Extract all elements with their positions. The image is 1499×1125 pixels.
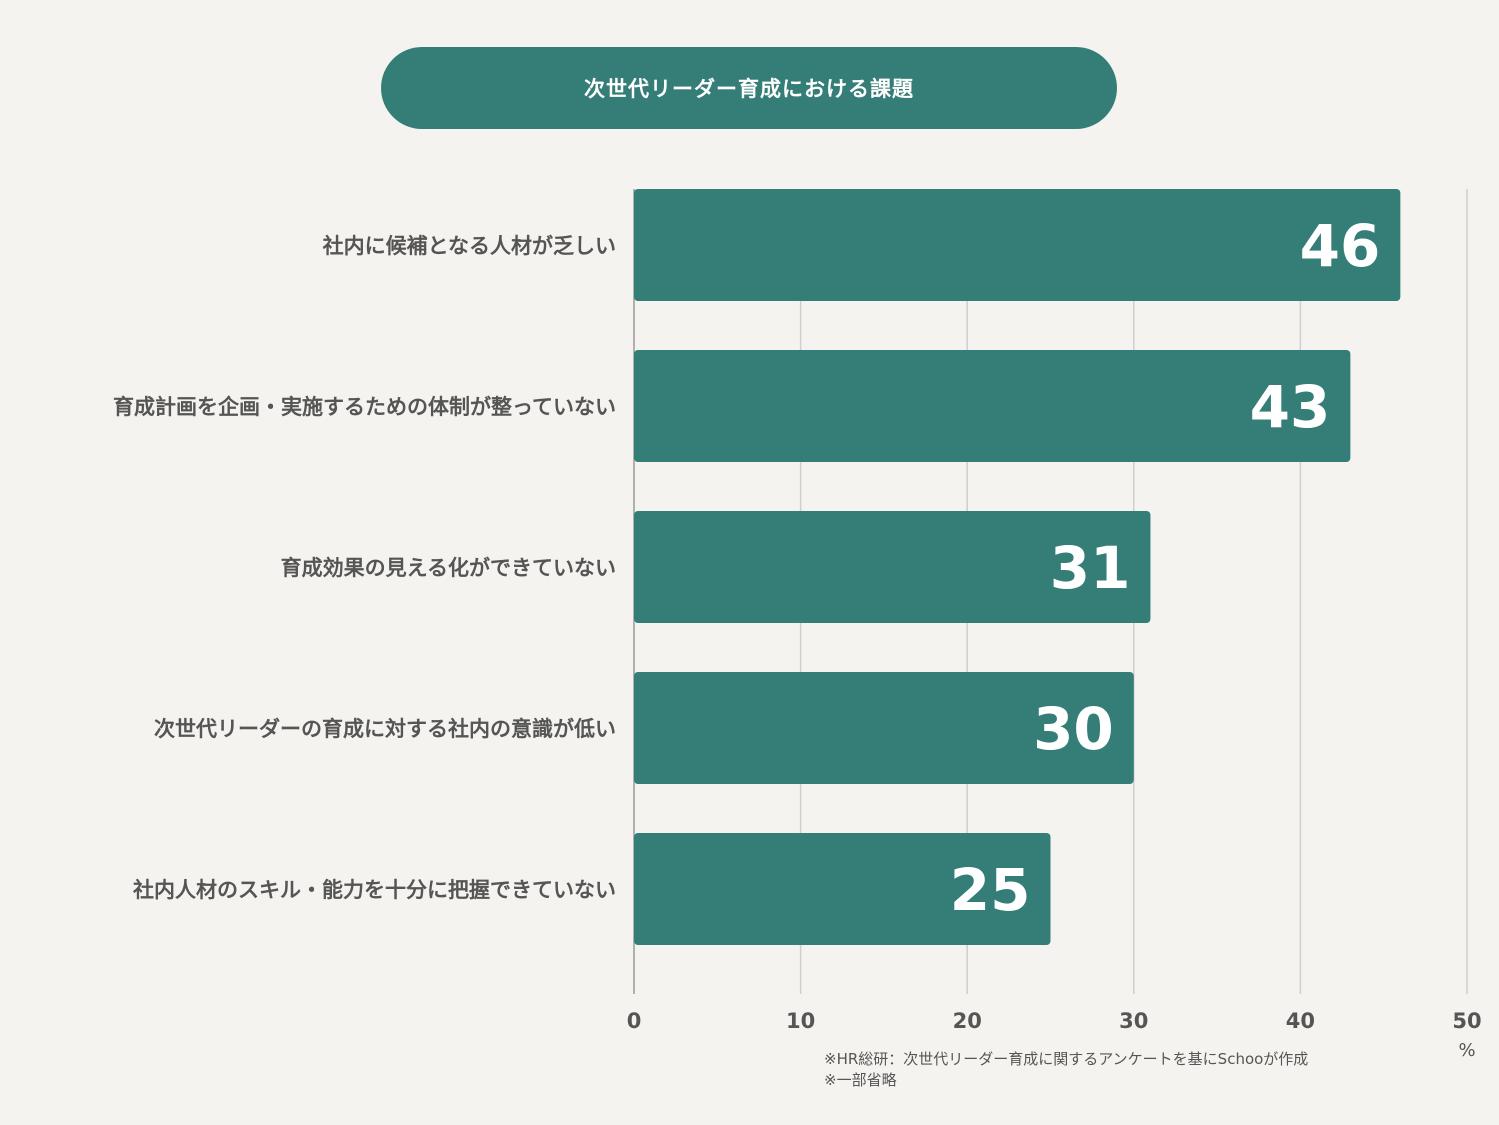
- bar: [634, 350, 1351, 462]
- tick-label: 50: [1452, 1009, 1481, 1033]
- tick-label: 30: [1119, 1009, 1148, 1033]
- source-note: ※HR総研：次世代リーダー育成に関するアンケートを基にSchooが作成: [824, 1050, 1309, 1068]
- data-label: 43: [1250, 373, 1331, 441]
- data-label: 25: [950, 856, 1031, 924]
- category-label: 育成計画を企画・実施するための体制が整っていない: [113, 395, 616, 419]
- chart-title: 次世代リーダー育成における課題: [584, 77, 914, 101]
- abbreviation-note: ※一部省略: [824, 1071, 897, 1089]
- tick-label: 40: [1286, 1009, 1315, 1033]
- tick-label: 20: [953, 1009, 982, 1033]
- bar: [634, 511, 1151, 623]
- chart-title-pill: 次世代リーダー育成における課題: [381, 47, 1117, 129]
- category-label: 社内に候補となる人材が乏しい: [322, 234, 616, 258]
- category-label: 社内人材のスキル・能力を十分に把握できていない: [132, 878, 616, 902]
- data-label: 31: [1050, 534, 1131, 602]
- category-label: 次世代リーダーの育成に対する社内の意識が低い: [154, 717, 616, 741]
- data-label: 46: [1300, 212, 1381, 280]
- source-notes: ※HR総研：次世代リーダー育成に関するアンケートを基にSchooが作成 ※一部省…: [824, 1049, 1308, 1091]
- tick-label: 10: [786, 1009, 815, 1033]
- category-label: 育成効果の見える化ができていない: [281, 556, 616, 580]
- data-label: 30: [1033, 695, 1114, 763]
- bar: [634, 833, 1051, 945]
- unit-label: %: [1458, 1040, 1475, 1061]
- tick-label: 0: [627, 1009, 642, 1033]
- bar: [634, 189, 1401, 301]
- bar: [634, 672, 1134, 784]
